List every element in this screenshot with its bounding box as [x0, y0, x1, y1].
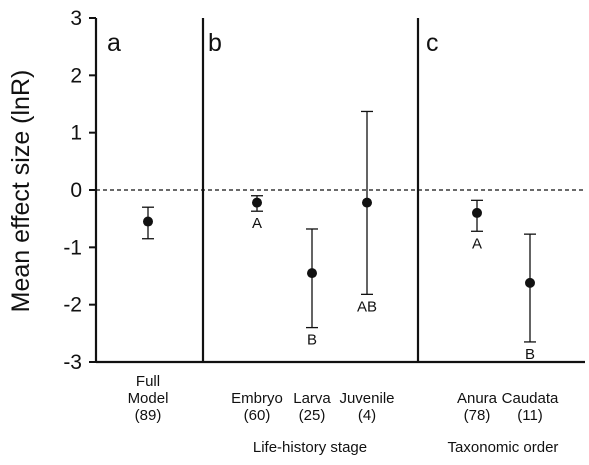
category-label: (60)	[244, 407, 271, 424]
marks-layer	[142, 110, 536, 343]
mean-point	[307, 268, 317, 279]
y-tick-label: -3	[63, 351, 82, 374]
category-label: Juvenile	[339, 390, 394, 407]
category-label: Larva	[293, 390, 331, 407]
category-label: Caudata	[502, 390, 559, 407]
mean-point	[252, 197, 262, 208]
significance-letter: B	[307, 332, 317, 349]
panel-letter: c	[426, 29, 439, 57]
y-tick-label: 0	[70, 179, 82, 202]
mean-point	[362, 197, 372, 208]
y-tick-label: -1	[63, 236, 82, 259]
y-tick-label: 2	[70, 64, 82, 87]
group-label: Life-history stage	[253, 439, 367, 456]
mean-point	[143, 216, 153, 227]
mean-point	[525, 277, 535, 288]
mean-point	[472, 207, 482, 218]
category-label: Embryo	[231, 390, 283, 407]
category-label: Anura	[457, 390, 498, 407]
category-label: Full	[136, 373, 160, 390]
panel-letter: a	[107, 29, 121, 57]
y-tick-label: -2	[63, 294, 82, 317]
y-tick-label: 1	[70, 122, 82, 145]
category-label: (78)	[464, 407, 491, 424]
y-axis-label: Mean effect size (lnR)	[7, 70, 35, 313]
category-label: (25)	[299, 407, 326, 424]
panel-letter: b	[208, 29, 222, 57]
axis-layer	[89, 17, 585, 364]
category-label: (89)	[135, 407, 162, 424]
significance-letter: A	[472, 235, 482, 252]
significance-letter: AB	[357, 298, 377, 315]
category-label: (4)	[358, 407, 376, 424]
category-label: Model	[128, 390, 169, 407]
category-label: (11)	[517, 407, 543, 424]
significance-letter: A	[252, 215, 262, 232]
significance-letter: B	[525, 346, 535, 363]
group-label: Taxonomic order	[448, 439, 559, 456]
y-tick-label: 3	[70, 7, 82, 30]
